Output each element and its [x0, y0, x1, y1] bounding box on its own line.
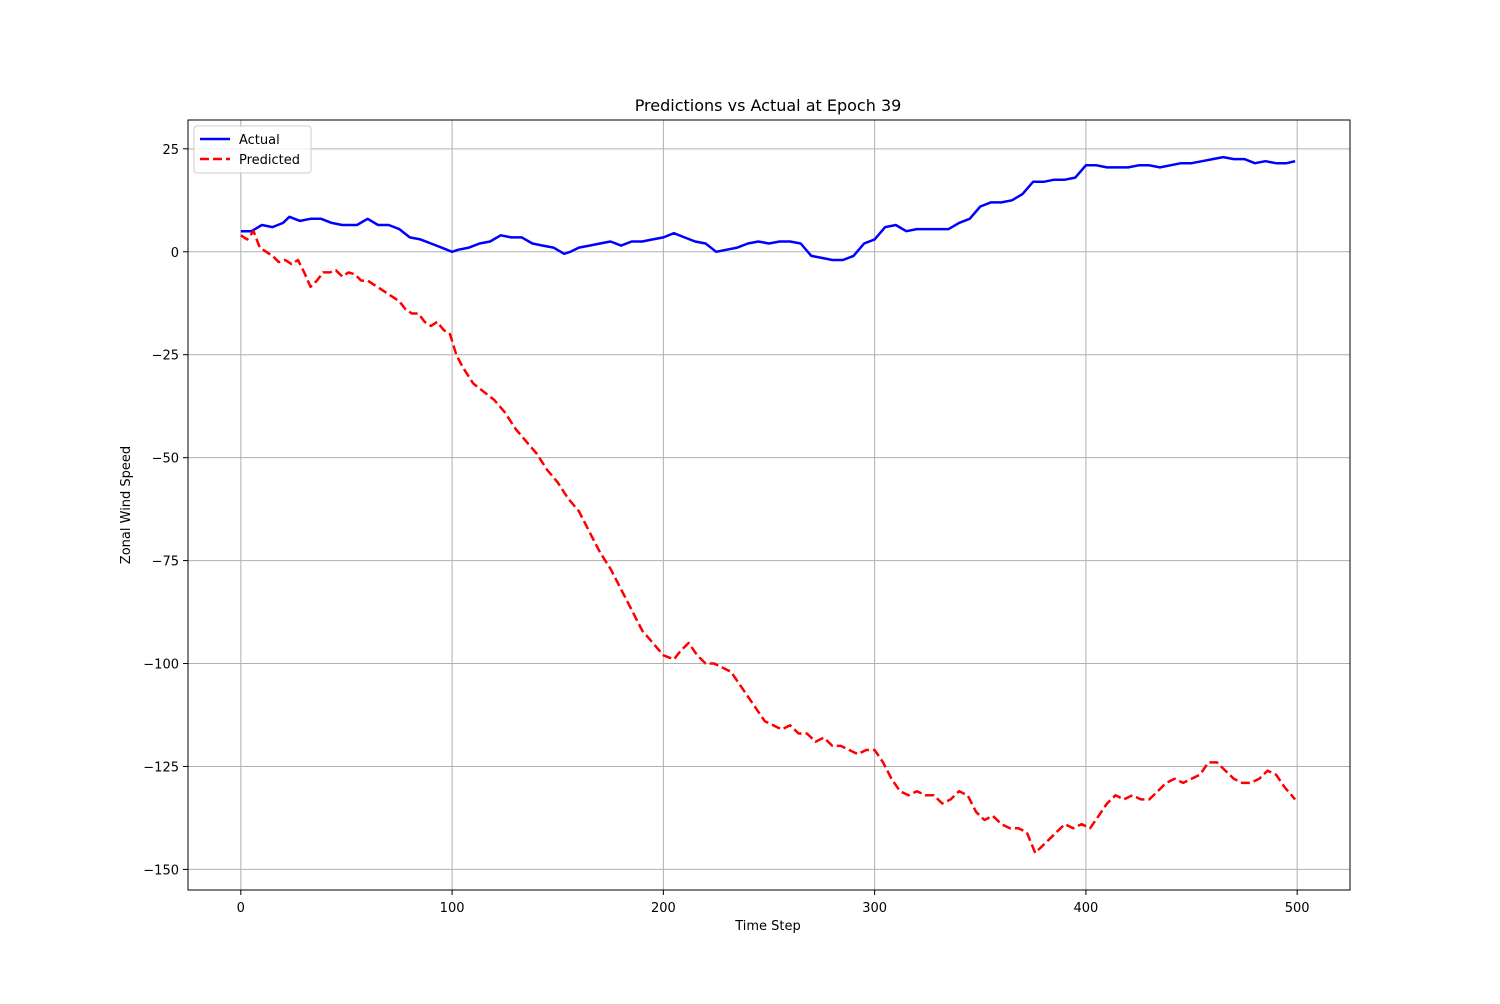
y-axis-ticks: 25 0 −25 −50 −75 −100 −125 −150	[143, 143, 188, 878]
x-axis-ticks: 0 100 200 300 400 500	[237, 890, 1310, 916]
y-tick-label: −150	[143, 863, 179, 878]
plot-series	[240, 155, 1297, 855]
series-line-actual	[240, 155, 1296, 262]
legend-label-predicted: Predicted	[239, 153, 300, 168]
y-tick-label: −75	[152, 555, 179, 570]
y-tick-label: −25	[152, 349, 179, 364]
plot-frame	[187, 119, 1351, 891]
x-tick-label: 400	[1073, 901, 1098, 916]
x-tick-label: 100	[440, 901, 465, 916]
y-axis-label: Zonal Wind Speed	[119, 446, 134, 564]
y-tick-label: −50	[152, 452, 179, 467]
y-tick-label: −125	[143, 760, 179, 775]
y-tick-label: 25	[162, 143, 179, 158]
x-tick-label: 500	[1285, 901, 1310, 916]
grid	[188, 120, 1350, 890]
legend-label-actual: Actual	[239, 133, 280, 148]
x-tick-label: 300	[862, 901, 887, 916]
y-tick-label: −100	[143, 658, 179, 673]
chart-title: Predictions vs Actual at Epoch 39	[635, 96, 902, 115]
x-axis-label: Time Step	[734, 919, 801, 934]
y-tick-label: 0	[171, 246, 179, 261]
series-line-predicted	[240, 229, 1297, 855]
x-tick-label: 200	[651, 901, 676, 916]
legend: Actual Predicted	[193, 125, 312, 174]
x-tick-label: 0	[237, 901, 245, 916]
